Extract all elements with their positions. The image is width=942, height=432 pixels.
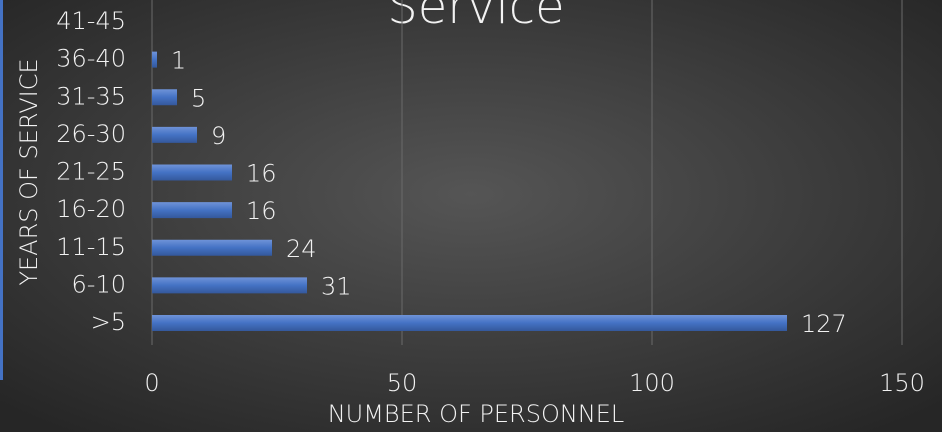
accent-strip [0,0,3,380]
bar [152,277,307,294]
y-tick-label: 11-15 [56,233,126,261]
data-label: 31 [321,272,352,300]
data-label: 16 [246,160,277,188]
data-label: 5 [191,84,206,112]
chart-title: Service [387,0,564,35]
bar [152,202,232,219]
bar [152,315,787,331]
y-tick-label: 21-25 [56,158,126,186]
bar [152,164,232,181]
y-tick-label: 36-40 [56,45,126,73]
x-axis-title: NUMBER OF PERSONNEL [328,400,625,428]
y-tick-label: 41-45 [56,7,126,35]
data-label: 127 [801,310,847,338]
data-label: 24 [286,235,317,263]
bar [152,89,177,106]
data-label: 16 [246,197,277,225]
bar [152,239,272,256]
y-tick-label: 31-35 [56,82,126,110]
y-axis-title: YEARS OF SERVICE [15,58,43,285]
y-tick-label: 16-20 [56,195,126,223]
y-tick-label: 6-10 [72,270,126,298]
x-tick-label: 150 [879,369,925,397]
x-tick-label: 50 [387,369,418,397]
y-tick-label: 26-30 [56,120,126,148]
x-tick-label: 100 [629,369,675,397]
x-tick-label: 0 [144,369,159,397]
y-tick-label: >5 [91,308,126,336]
data-label: 9 [211,122,226,150]
data-label: 1 [171,47,186,75]
bar [152,126,197,143]
bar [152,51,157,68]
